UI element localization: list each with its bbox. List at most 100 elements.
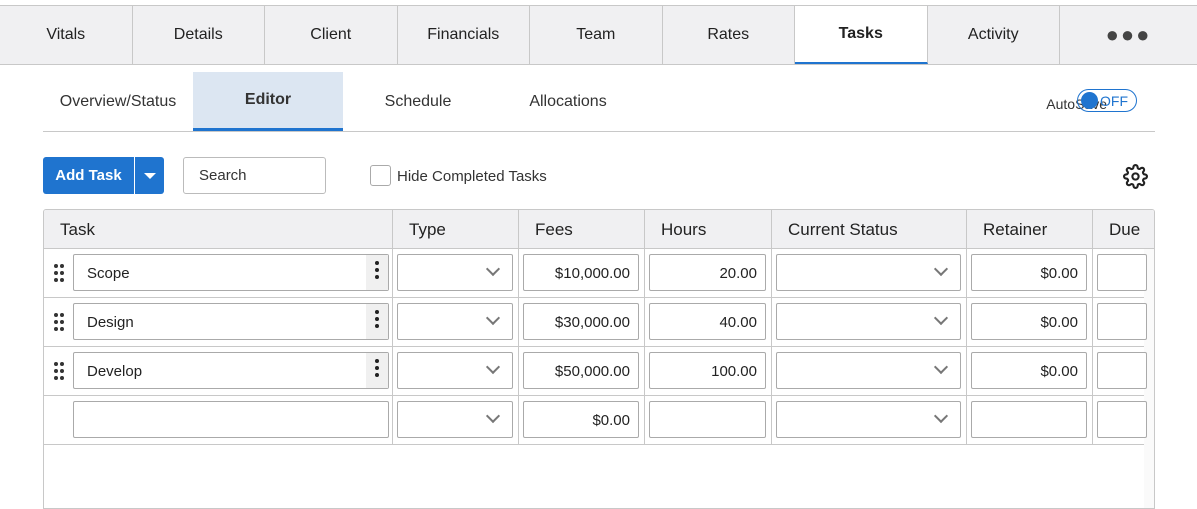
retainer-input[interactable]: $0.00	[971, 352, 1087, 389]
dot	[60, 271, 64, 275]
add-task-dropdown-button[interactable]	[135, 157, 164, 194]
cell-retainer: $0.00	[967, 347, 1093, 396]
drag-handle-icon[interactable]	[54, 264, 66, 282]
hours-input[interactable]: 100.00	[649, 352, 766, 389]
dot	[60, 313, 64, 317]
task-name-input[interactable]: Scope	[73, 254, 389, 291]
gear-icon[interactable]	[1123, 164, 1148, 189]
cell-fees: $30,000.00	[519, 298, 645, 347]
status-select[interactable]	[776, 401, 961, 438]
due-input[interactable]	[1097, 303, 1147, 340]
column-header-hours[interactable]: Hours	[645, 210, 772, 249]
hide-completed-checkbox[interactable]	[370, 165, 391, 186]
dot	[375, 275, 379, 279]
cell-due	[1093, 249, 1154, 298]
cell-hours: 40.00	[645, 298, 772, 347]
kebab-menu-icon[interactable]	[366, 255, 388, 290]
fees-input[interactable]: $0.00	[523, 401, 639, 438]
dot	[54, 369, 58, 373]
retainer-input[interactable]: $0.00	[971, 303, 1087, 340]
task-name-input[interactable]: Design	[73, 303, 389, 340]
task-name-input[interactable]	[73, 401, 389, 438]
add-task-button[interactable]: Add Task	[43, 157, 135, 194]
tab-financials[interactable]: Financials	[398, 6, 530, 64]
type-select[interactable]	[397, 254, 513, 291]
kebab-menu-icon[interactable]	[366, 353, 388, 388]
more-tabs-button[interactable]: ●●●	[1105, 22, 1152, 47]
tab-client[interactable]: Client	[265, 6, 398, 64]
fees-value: $30,000.00	[554, 314, 630, 331]
hours-input[interactable]: 20.00	[649, 254, 766, 291]
autosave-toggle[interactable]: OFF	[1077, 89, 1137, 112]
status-select[interactable]	[776, 254, 961, 291]
toggle-state: OFF	[1100, 93, 1128, 109]
task-name-input[interactable]: Develop	[73, 352, 389, 389]
retainer-input[interactable]	[971, 401, 1087, 438]
dot	[60, 278, 64, 282]
search-input[interactable]	[183, 157, 326, 194]
dot	[375, 310, 379, 314]
dot	[54, 362, 58, 366]
kebab-menu-icon[interactable]	[366, 304, 388, 339]
due-input[interactable]	[1097, 352, 1147, 389]
fees-input[interactable]: $50,000.00	[523, 352, 639, 389]
tab-vitals[interactable]: Vitals	[0, 6, 133, 64]
tab-team[interactable]: Team	[530, 6, 663, 64]
dot	[375, 324, 379, 328]
column-header-fees[interactable]: Fees	[519, 210, 645, 249]
drag-handle-icon[interactable]	[54, 313, 66, 331]
subtab-editor[interactable]: Editor	[193, 72, 343, 131]
tab-activity[interactable]: Activity	[928, 6, 1060, 64]
due-input[interactable]	[1097, 401, 1147, 438]
hours-input[interactable]	[649, 401, 766, 438]
retainer-input[interactable]: $0.00	[971, 254, 1087, 291]
retainer-value: $0.00	[1040, 265, 1078, 282]
due-input[interactable]	[1097, 254, 1147, 291]
tab-details[interactable]: Details	[133, 6, 265, 64]
hours-value: 100.00	[711, 363, 757, 380]
dot	[375, 317, 379, 321]
type-select[interactable]	[397, 303, 513, 340]
column-header-status[interactable]: Current Status	[772, 210, 967, 249]
drag-handle-icon[interactable]	[54, 362, 66, 380]
hours-value: 20.00	[719, 265, 757, 282]
fees-input[interactable]: $10,000.00	[523, 254, 639, 291]
fees-input[interactable]: $30,000.00	[523, 303, 639, 340]
dot	[54, 320, 58, 324]
chevron-down-icon	[933, 408, 949, 424]
column-header-type[interactable]: Type	[393, 210, 519, 249]
dot	[60, 362, 64, 366]
type-select[interactable]	[397, 401, 513, 438]
column-header-due[interactable]: Due	[1093, 210, 1154, 249]
cell-status	[772, 347, 967, 396]
column-header-task[interactable]: Task	[44, 210, 393, 249]
subtab-allocations[interactable]: Allocations	[529, 92, 607, 110]
hours-input[interactable]: 40.00	[649, 303, 766, 340]
dot	[375, 373, 379, 377]
cell-type	[393, 396, 519, 445]
hide-completed-label[interactable]: Hide Completed Tasks	[397, 168, 547, 185]
retainer-value: $0.00	[1040, 314, 1078, 331]
chevron-down-icon	[933, 310, 949, 326]
caret-down-icon	[143, 172, 156, 179]
tab-rates[interactable]: Rates	[663, 6, 795, 64]
status-select[interactable]	[776, 303, 961, 340]
tab-tasks[interactable]: Tasks	[795, 6, 928, 64]
cell-status	[772, 249, 967, 298]
type-select[interactable]	[397, 352, 513, 389]
fees-value: $0.00	[592, 412, 630, 429]
cell-hours: 100.00	[645, 347, 772, 396]
vertical-scrollbar[interactable]	[1144, 210, 1154, 508]
dot	[60, 376, 64, 380]
table-row: Develop $50,000.00 100.00 $0.00	[44, 347, 1147, 396]
cell-status	[772, 298, 967, 347]
dot	[375, 268, 379, 272]
column-header-retainer[interactable]: Retainer	[967, 210, 1093, 249]
cell-fees: $10,000.00	[519, 249, 645, 298]
cell-type	[393, 298, 519, 347]
cell-hours: 20.00	[645, 249, 772, 298]
subtab-overview-status[interactable]: Overview/Status	[59, 92, 177, 110]
subtab-schedule[interactable]: Schedule	[384, 92, 452, 110]
task-name: Scope	[87, 265, 130, 282]
status-select[interactable]	[776, 352, 961, 389]
